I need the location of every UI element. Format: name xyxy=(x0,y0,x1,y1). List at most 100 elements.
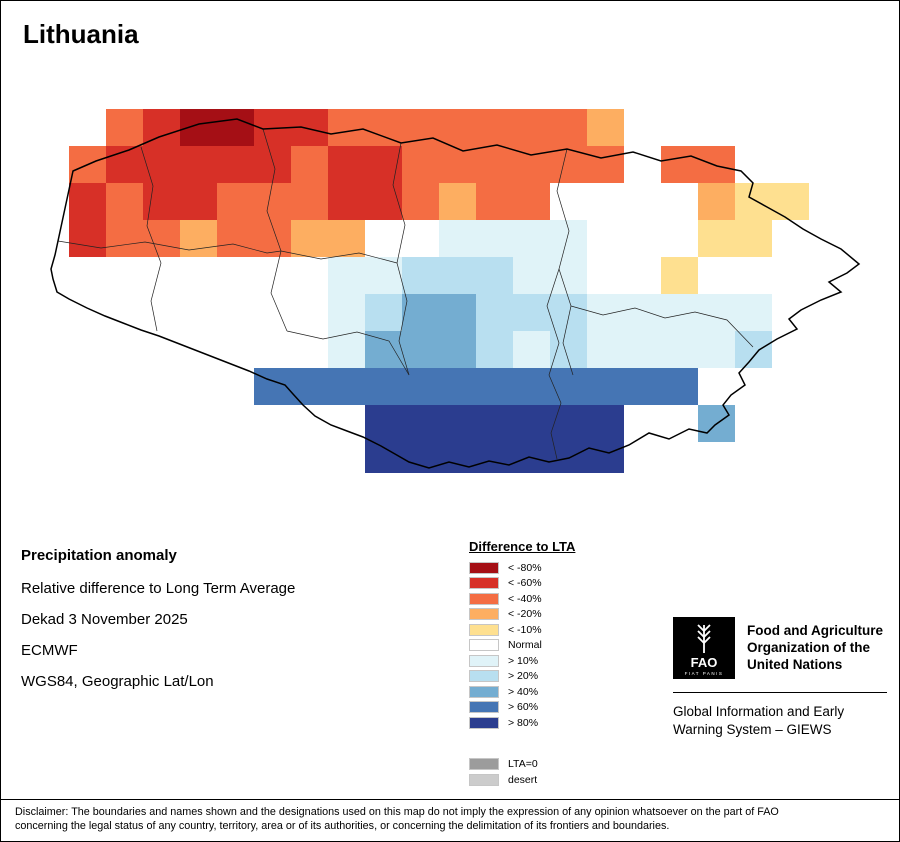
map-cell xyxy=(698,146,735,183)
legend-swatch xyxy=(469,716,499,729)
map-cell xyxy=(513,146,550,183)
map-cell xyxy=(291,331,328,368)
fao-logo-icon: FAO FIAT PANIS xyxy=(673,617,735,679)
map-cell xyxy=(365,294,402,331)
legend-item: > 20% xyxy=(469,669,609,685)
fao-logo-motto: FIAT PANIS xyxy=(685,671,724,676)
legend-item: < -20% xyxy=(469,607,609,623)
map-cell xyxy=(587,368,624,405)
legend: Difference to LTA < -80% < -60% < -40% < -2… xyxy=(469,539,609,788)
map-cell xyxy=(69,183,106,220)
fao-org-name: Food and Agriculture Organization of the… xyxy=(747,617,883,673)
info-line: Relative difference to Long Term Average xyxy=(21,580,296,597)
map-cell xyxy=(476,294,513,331)
map-cell xyxy=(106,220,143,257)
admin-boundaries xyxy=(57,128,754,460)
map-cell xyxy=(476,220,513,257)
map-cell xyxy=(587,220,624,257)
map-cell xyxy=(328,183,365,220)
map-cell xyxy=(328,257,365,294)
map-cell xyxy=(365,183,402,220)
legend-swatch xyxy=(469,561,499,574)
disclaimer-line: concerning the legal status of any count… xyxy=(15,819,670,832)
legend-swatch xyxy=(469,608,499,621)
map-cell xyxy=(476,109,513,146)
map-cell xyxy=(143,146,180,183)
legend-swatch xyxy=(469,701,499,714)
map-cell xyxy=(698,331,735,368)
map-cell xyxy=(624,220,661,257)
map-cell xyxy=(476,183,513,220)
map-cell xyxy=(328,109,365,146)
map-cell xyxy=(550,109,587,146)
map-cell xyxy=(661,368,698,405)
map-cell xyxy=(550,146,587,183)
map-cell xyxy=(402,294,439,331)
map-cell xyxy=(69,146,106,183)
map-cell xyxy=(772,183,809,220)
map-cell xyxy=(143,109,180,146)
map-cell xyxy=(513,183,550,220)
map-cell xyxy=(254,146,291,183)
map-cell xyxy=(180,146,217,183)
map-cell xyxy=(661,331,698,368)
map-cell xyxy=(365,405,402,442)
map-cell xyxy=(402,183,439,220)
disclaimer-line: Disclaimer: The boundaries and names sho… xyxy=(15,806,779,818)
map-cell xyxy=(217,257,254,294)
map-cell xyxy=(624,368,661,405)
map-cell xyxy=(513,109,550,146)
map-cell xyxy=(772,220,809,257)
legend-item: > 80% xyxy=(469,715,609,731)
info-line: ECMWF xyxy=(21,642,78,659)
map-cell xyxy=(106,257,143,294)
map-cell xyxy=(698,183,735,220)
map-cell xyxy=(735,331,772,368)
legend-item: Normal xyxy=(469,638,609,654)
legend-swatch xyxy=(469,592,499,605)
map-cell xyxy=(772,257,809,294)
map-cell xyxy=(365,257,402,294)
legend-swatch xyxy=(469,654,499,667)
legend-swatch xyxy=(469,623,499,636)
map-cell xyxy=(661,183,698,220)
fao-header: FAO FIAT PANIS Food and Agriculture Orga… xyxy=(673,617,887,679)
legend-swatch xyxy=(469,577,499,590)
map-svg xyxy=(50,109,861,473)
map-cell xyxy=(587,257,624,294)
legend-swatch xyxy=(469,773,499,786)
country-boundary xyxy=(50,118,861,469)
legend-label: LTA=0 xyxy=(508,758,538,771)
map-cell xyxy=(365,109,402,146)
map-cell xyxy=(254,109,291,146)
map-cell xyxy=(513,405,550,442)
map-cell xyxy=(513,331,550,368)
map-cell xyxy=(513,442,550,473)
map-cell xyxy=(735,220,772,257)
map-cell xyxy=(328,368,365,405)
legend-item: > 10% xyxy=(469,653,609,669)
map-cell xyxy=(365,368,402,405)
map-cell xyxy=(143,183,180,220)
map-cell xyxy=(587,294,624,331)
map-cell xyxy=(402,109,439,146)
map-cell xyxy=(624,183,661,220)
map-cell xyxy=(291,146,328,183)
map-cell xyxy=(402,331,439,368)
map-cell xyxy=(217,109,254,146)
map-cell xyxy=(550,442,587,473)
map-cell xyxy=(328,294,365,331)
map-cell xyxy=(476,257,513,294)
map-cell xyxy=(69,220,106,257)
map-cell xyxy=(217,146,254,183)
map-cell xyxy=(587,442,624,473)
map-cell xyxy=(661,294,698,331)
map-cell xyxy=(439,220,476,257)
map-cell xyxy=(180,109,217,146)
map-cell xyxy=(365,146,402,183)
fao-block: FAO FIAT PANIS Food and Agriculture Orga… xyxy=(673,617,887,739)
legend-item: LTA=0 xyxy=(469,757,609,773)
map-cell xyxy=(735,257,772,294)
map-cell xyxy=(809,257,846,294)
